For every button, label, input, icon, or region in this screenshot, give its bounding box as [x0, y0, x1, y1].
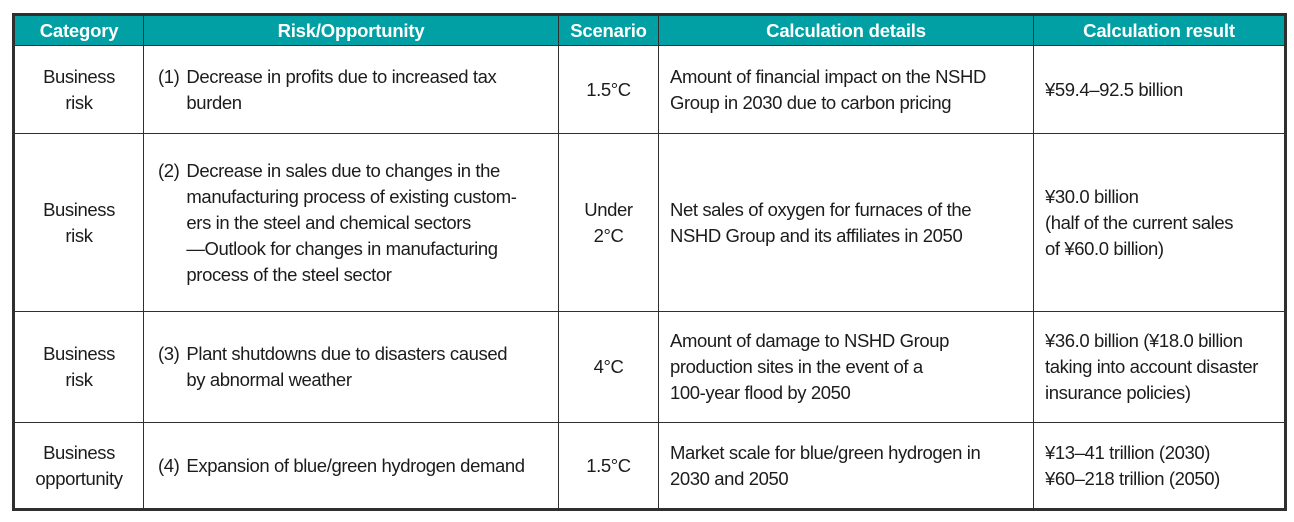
table-row: Business opportunity (4) Expansion of bl… — [13, 422, 1286, 510]
risk-item-number: (4) — [158, 454, 180, 476]
calculation-details-cell: Market scale for blue/green hydrogen in … — [658, 422, 1034, 510]
risk-item-text: Decrease in profits due to increased tax… — [186, 65, 497, 113]
risk-cell: (2) Decrease in sales due to changes in … — [143, 133, 559, 312]
calculation-details-cell: Amount of financial impact on the NSHD G… — [658, 45, 1034, 134]
risk-cell: (3) Plant shutdowns due to disasters cau… — [143, 311, 559, 423]
header-row: Category Risk/Opportunity Scenario Calcu… — [13, 14, 1286, 46]
calculation-result-cell: ¥36.0 billion (¥18.0 billion taking into… — [1033, 311, 1286, 423]
calculation-details-text: Net sales of oxygen for furnaces of the … — [670, 198, 972, 246]
risk-item-text: Decrease in sales due to changes in the … — [186, 159, 517, 285]
scenario-cell: 1.5°C — [558, 422, 659, 510]
calculation-details-text: Amount of financial impact on the NSHD G… — [670, 65, 986, 113]
risk-cell: (4) Expansion of blue/green hydrogen dem… — [143, 422, 559, 510]
risk-item-number: (2) — [158, 159, 180, 181]
table-row: Business risk (3) Plant shutdowns due to… — [13, 311, 1286, 423]
risk-table-container: Category Risk/Opportunity Scenario Calcu… — [12, 13, 1287, 511]
risk-opportunity-table: Category Risk/Opportunity Scenario Calcu… — [12, 13, 1287, 511]
calculation-result-cell: ¥13–41 trillion (2030) ¥60–218 trillion … — [1033, 422, 1286, 510]
calculation-result-text: ¥59.4–92.5 billion — [1045, 78, 1183, 100]
calculation-details-cell: Amount of damage to NSHD Group productio… — [658, 311, 1034, 423]
calculation-details-text: Market scale for blue/green hydrogen in … — [670, 441, 981, 489]
risk-cell: (1) Decrease in profits due to increased… — [143, 45, 559, 134]
header-cell-calculation-result: Calculation result — [1033, 14, 1286, 46]
category-cell: Business risk — [13, 45, 144, 134]
calculation-result-cell: ¥59.4–92.5 billion — [1033, 45, 1286, 134]
calculation-result-cell: ¥30.0 billion (half of the current sales… — [1033, 133, 1286, 312]
category-cell: Business risk — [13, 311, 144, 423]
scenario-cell: 1.5°C — [558, 45, 659, 134]
header-cell-category: Category — [13, 14, 144, 46]
category-cell: Business opportunity — [13, 422, 144, 510]
header-cell-scenario: Scenario — [558, 14, 659, 46]
header-cell-risk-opportunity: Risk/Opportunity — [143, 14, 559, 46]
category-cell: Business risk — [13, 133, 144, 312]
calculation-result-text: ¥36.0 billion (¥18.0 billion taking into… — [1045, 330, 1258, 403]
calculation-details-cell: Net sales of oxygen for furnaces of the … — [658, 133, 1034, 312]
calculation-details-text: Amount of damage to NSHD Group productio… — [670, 330, 950, 403]
risk-item-number: (1) — [158, 65, 180, 87]
risk-item-text: Plant shutdowns due to disasters caused … — [186, 343, 508, 390]
scenario-cell: 4°C — [558, 311, 659, 423]
table-row: Business risk (2) Decrease in sales due … — [13, 133, 1286, 312]
table-row: Business risk (1) Decrease in profits du… — [13, 45, 1286, 134]
calculation-result-text: ¥13–41 trillion (2030) ¥60–218 trillion … — [1045, 441, 1220, 489]
calculation-result-text: ¥30.0 billion (half of the current sales… — [1045, 185, 1234, 259]
scenario-cell: Under 2°C — [558, 133, 659, 312]
risk-item-text: Expansion of blue/green hydrogen demand — [186, 454, 525, 476]
header-cell-calculation-details: Calculation details — [658, 14, 1034, 46]
risk-item-number: (3) — [158, 343, 180, 364]
